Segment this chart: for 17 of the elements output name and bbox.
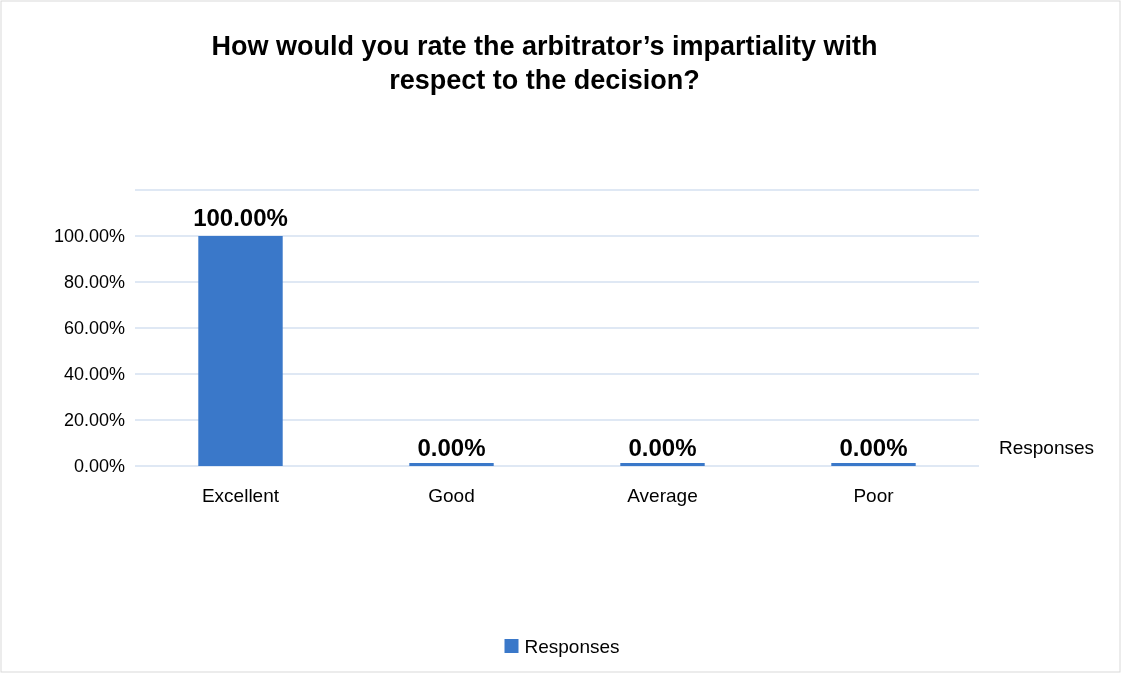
y-tick-label: 40.00% [63,364,125,385]
chart-title: How would you rate the arbitrator’s impartiality with respect to the decision? [211,31,878,95]
legend-label: Responses [524,635,620,657]
y-tick-label: 60.00% [63,318,125,339]
x-tick-label: Good [428,485,475,506]
y-tick-label: 100.00% [53,226,125,247]
y-tick-label: 20.00% [63,410,125,431]
data-label: 100.00% [193,204,288,231]
data-label: 0.00% [839,434,908,461]
text: Responses [999,437,1095,458]
data-label: 0.00% [417,434,486,461]
x-tick-label: Excellent [201,485,280,506]
y-tick-label: 0.00% [73,456,125,477]
x-tick-label: Poor [853,485,895,506]
x-tick-label: Average [627,485,698,506]
data-label: 0.00% [628,434,697,461]
y-tick-label: 80.00% [63,272,125,293]
